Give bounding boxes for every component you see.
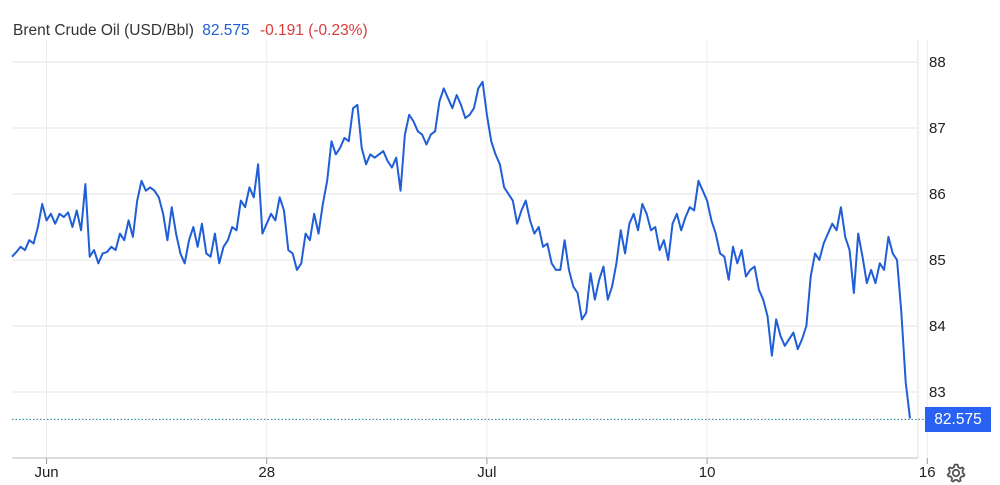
x-tick-label: Jul — [477, 464, 496, 481]
gear-icon[interactable] — [944, 461, 968, 485]
price-change: -0.191 (-0.23%) — [259, 22, 368, 39]
y-tick-label: 83 — [929, 384, 946, 401]
current-price: 82.575 — [202, 22, 250, 39]
y-tick-label: 87 — [929, 120, 946, 137]
y-tick-label: 84 — [929, 318, 946, 335]
x-axis: Jun28Jul101620 — [12, 457, 936, 481]
x-tick-label: 16 — [919, 464, 936, 481]
gridlines — [12, 40, 928, 458]
instrument-title: Brent Crude Oil (USD/Bbl) — [13, 22, 194, 39]
x-tick-label: 28 — [258, 464, 275, 481]
y-tick-label: 86 — [929, 186, 946, 203]
last-price-tag: 82.575 — [925, 407, 991, 433]
y-tick-label: 85 — [929, 252, 946, 269]
chart-header: Brent Crude Oil (USD/Bbl) 82.575 -0.191 … — [13, 22, 368, 40]
x-tick-label: 10 — [699, 464, 716, 481]
y-axis: 83 84 85 86 87 88 — [917, 40, 946, 458]
price-series-line[interactable] — [11, 80, 911, 419]
x-tick-label: Jun — [34, 464, 58, 481]
y-tick-label: 88 — [929, 54, 946, 71]
